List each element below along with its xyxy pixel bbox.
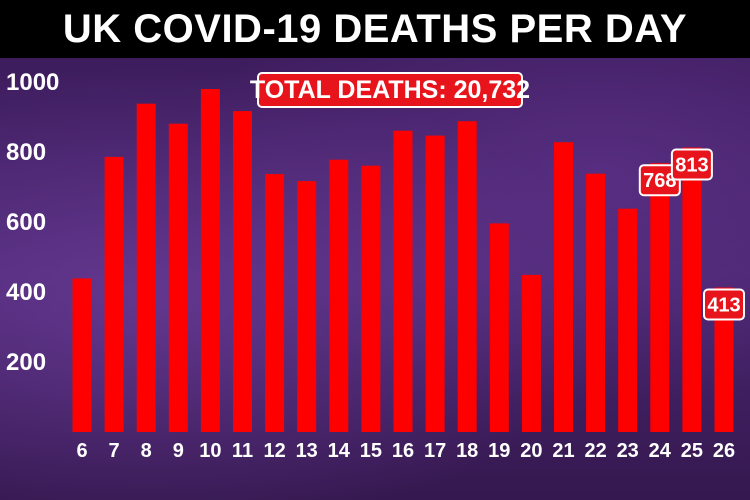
bar (104, 156, 124, 432)
x-axis-ticks: 6 7 8 9 10 11 12 13 14 15 16 17 18 19 20 21 22 23 24 25 26 (76, 440, 735, 462)
x-tick-label: 17 (424, 440, 446, 462)
bar (329, 159, 349, 432)
x-tick-label: 13 (296, 440, 318, 462)
bar (265, 174, 285, 432)
x-tick-label: 26 (713, 440, 735, 462)
chart-title: UK COVID-19 DEATHS PER DAY (62, 6, 688, 51)
bar (457, 121, 477, 432)
x-tick-label: 21 (552, 440, 574, 462)
data-label-text: 813 (675, 155, 708, 177)
x-tick-label: 10 (199, 440, 221, 462)
y-tick-label: 200 (6, 349, 46, 376)
bar (521, 274, 541, 432)
data-label-text: 413 (707, 295, 740, 317)
bar (554, 142, 573, 432)
y-tick-label: 1000 (6, 69, 59, 96)
bar (618, 208, 638, 432)
x-tick-label: 11 (232, 440, 253, 462)
bar (425, 135, 445, 432)
x-tick-label: 22 (584, 440, 606, 462)
x-tick-label: 16 (392, 440, 414, 462)
x-tick-label: 9 (173, 440, 184, 462)
total-deaths-badge: TOTAL DEATHS: 20,732 (250, 72, 530, 108)
bars (72, 89, 734, 432)
bar (650, 163, 670, 432)
bar (233, 111, 252, 432)
bar (72, 278, 92, 432)
x-tick-label: 23 (617, 440, 639, 462)
x-tick-label: 12 (263, 440, 285, 462)
bar (200, 89, 220, 432)
title-bar: UK COVID-19 DEATHS PER DAY (0, 0, 750, 58)
data-label: 413 (703, 288, 745, 321)
data-label-box (703, 288, 745, 321)
y-tick-label: 400 (6, 279, 46, 306)
x-tick-label: 18 (456, 440, 478, 462)
bar (586, 173, 606, 432)
bar (393, 130, 413, 432)
x-tick-label: 8 (141, 440, 152, 462)
bar (136, 103, 156, 432)
data-label: 813 (670, 148, 713, 181)
bar (714, 287, 734, 432)
x-tick-label: 14 (328, 440, 351, 462)
x-tick-label: 15 (360, 440, 382, 462)
bar (682, 147, 702, 432)
bar (168, 123, 188, 432)
x-tick-label: 6 (76, 440, 87, 462)
y-tick-label: 600 (6, 209, 46, 236)
x-tick-label: 20 (520, 440, 542, 462)
x-tick-label: 25 (681, 440, 703, 462)
y-tick-label: 800 (6, 139, 46, 166)
data-label-text: 768 (643, 170, 676, 192)
bar (489, 223, 509, 432)
data-label-box (670, 148, 713, 181)
x-tick-label: 24 (649, 440, 672, 462)
bar (361, 165, 381, 432)
x-tick-label: 7 (109, 440, 120, 462)
bar (297, 181, 317, 432)
x-tick-label: 19 (488, 440, 510, 462)
total-deaths-label: TOTAL DEATHS: 20,732 (249, 75, 531, 104)
y-axis-ticks: 200 400 600 800 1000 (6, 69, 59, 376)
data-label: 768 (638, 164, 681, 197)
